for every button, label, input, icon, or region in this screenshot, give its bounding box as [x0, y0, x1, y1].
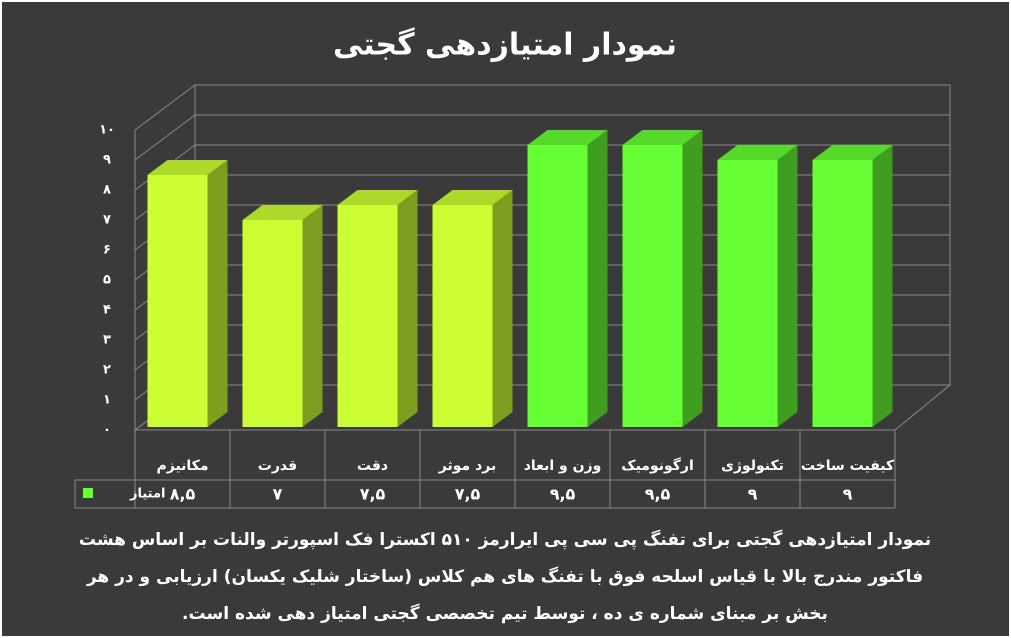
bar: [717, 145, 798, 427]
y-tick-label: ۳: [103, 333, 111, 348]
chart-title: نمودار امتیازدهی گجتی: [333, 27, 677, 63]
bar: [812, 145, 893, 427]
bar-side: [872, 145, 893, 427]
value-label: ۷,۵: [360, 485, 386, 504]
x-tick-label: برد موثر: [438, 458, 496, 474]
bar-top: [432, 190, 513, 205]
bar-front: [717, 160, 778, 427]
value-label: ۹,۵: [550, 485, 576, 504]
grid-line: [134, 114, 950, 161]
note-line: بخش بر مبنای شماره ی ده ، توسط تیم تخصصی…: [182, 603, 828, 624]
x-tick-label: کیفیت ساخت: [801, 458, 895, 474]
bar-front: [432, 205, 493, 427]
bar-side: [682, 130, 703, 427]
bar-side: [302, 205, 323, 427]
bar-top: [242, 205, 323, 220]
y-tick-label: ۰: [103, 423, 111, 438]
bar: [337, 190, 418, 427]
bar: [242, 205, 323, 427]
y-tick-label: ۱: [103, 393, 111, 408]
x-tick-label: ارگونومیک: [621, 457, 694, 474]
bar-front: [242, 220, 303, 427]
x-tick-label: وزن و ابعاد: [524, 458, 602, 474]
y-tick-label: ۷: [103, 213, 111, 228]
y-tick-label: ۶: [103, 243, 111, 258]
x-tick-label: دقت: [357, 458, 388, 474]
bar-top: [622, 130, 703, 145]
bar-side: [587, 130, 608, 427]
bar: [432, 190, 513, 427]
bar-front: [147, 175, 208, 427]
table-grid: [74, 430, 896, 509]
value-label: ۹,۵: [645, 485, 671, 504]
bar: [147, 160, 228, 427]
note-line: فاکتور مندرج بالا با قیاس اسلحه فوق با ت…: [86, 566, 923, 587]
value-label: ۹: [843, 485, 853, 504]
legend-label: امتیاز: [129, 487, 165, 502]
value-label: ۷: [273, 485, 283, 504]
bar-front: [527, 145, 588, 427]
bar-side: [207, 160, 228, 427]
y-tick-label: ۴: [103, 303, 111, 318]
bar-side: [397, 190, 418, 427]
x-tick-label: تکنولوژی: [721, 458, 784, 474]
y-tick-label: ۲: [103, 363, 111, 378]
bar: [527, 130, 608, 427]
y-tick-label: ۸: [103, 183, 111, 198]
value-label: ۸,۵: [170, 485, 196, 504]
grid-line: [134, 84, 950, 131]
bar-top: [337, 190, 418, 205]
y-tick-label: ۵: [103, 273, 111, 288]
x-tick-label: قدرت: [258, 458, 297, 474]
bar-top: [147, 160, 228, 175]
bar-top: [527, 130, 608, 145]
bar-front: [622, 145, 683, 427]
legend-swatch: [83, 488, 93, 498]
bar-front: [812, 160, 873, 427]
y-tick-label: ۹: [103, 153, 111, 168]
bar: [622, 130, 703, 427]
value-label: ۹: [748, 485, 758, 504]
note-line: نمودار امتیازدهی گجتی برای تفنگ پی سی پی…: [79, 529, 931, 550]
bar-top: [812, 145, 893, 160]
value-label: ۷,۵: [455, 485, 481, 504]
y-tick-label: ۱۰: [99, 123, 115, 138]
bar-front: [337, 205, 398, 427]
bar-side: [777, 145, 798, 427]
bar-side: [492, 190, 513, 427]
bar-top: [717, 145, 798, 160]
x-tick-label: مکانیزم: [156, 458, 208, 474]
